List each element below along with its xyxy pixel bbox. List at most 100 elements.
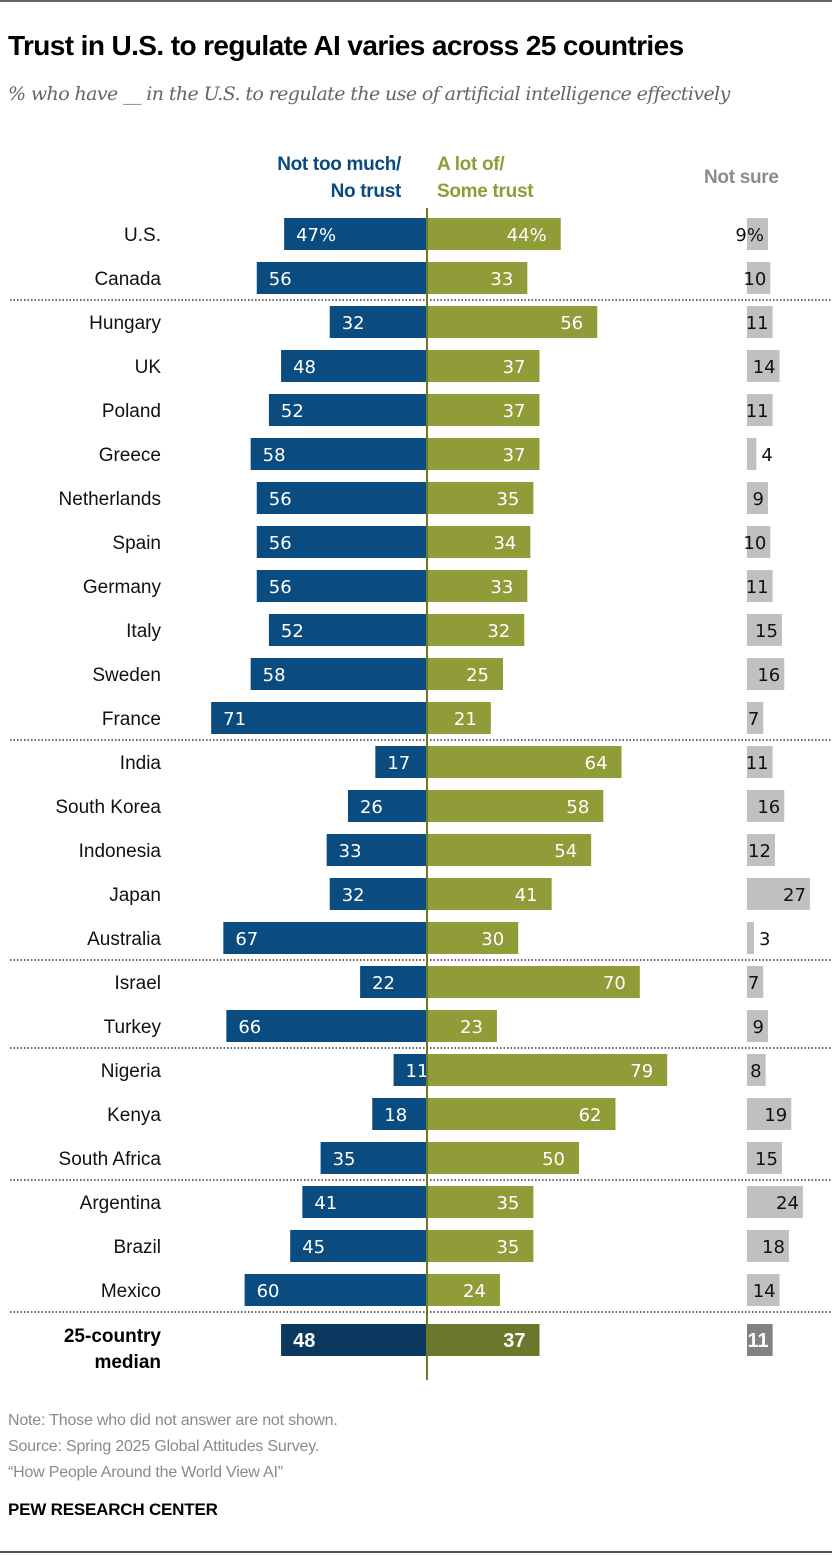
bar-not-sure-france [747, 702, 764, 734]
country-label-kenya: Kenya [107, 1105, 161, 1126]
legend-not-sure: Not sure [704, 167, 779, 188]
bar-not-sure-kenya [747, 1098, 792, 1130]
value-no-trust-france: 71 [223, 709, 246, 730]
country-label-italy: Italy [126, 621, 161, 642]
bar-trust-turkey [427, 1010, 497, 1042]
value-not-sure-nigeria: 8 [750, 1061, 761, 1082]
country-label-mexico: Mexico [101, 1281, 161, 1302]
bar-not-sure-nigeria [747, 1054, 766, 1086]
bar-not-sure-south-africa [747, 1142, 782, 1174]
value-trust-poland: 37 [503, 401, 526, 422]
bar-no-trust-netherlands [256, 482, 427, 514]
bar-trust-south-korea [427, 790, 604, 822]
value-no-trust-25-country-median: 48 [293, 1330, 315, 1352]
value-trust-brazil: 35 [496, 1237, 519, 1258]
value-not-sure-canada: 10 [743, 269, 766, 290]
legend-no-trust: Not too much/ No trust [277, 151, 413, 205]
value-trust-u-s: 44% [507, 225, 547, 246]
country-label-south-africa: South Africa [59, 1149, 162, 1170]
bar-trust-south-africa [427, 1142, 579, 1174]
legend-no-trust-line2: No trust [330, 181, 402, 202]
bar-not-sure-israel [747, 966, 764, 998]
value-trust-25-country-median: 37 [503, 1330, 525, 1352]
value-not-sure-japan: 27 [783, 885, 806, 906]
note-text: Note: Those who did not answer are not s… [8, 1412, 338, 1429]
bar-not-sure-canada [747, 262, 771, 294]
legend-trust-line1: A lot of/ [437, 154, 505, 175]
bar-not-sure-mexico [747, 1274, 780, 1306]
country-label-uk: UK [135, 357, 162, 378]
value-no-trust-israel: 22 [372, 973, 395, 994]
country-label-hungary: Hungary [89, 313, 161, 334]
value-no-trust-kenya: 18 [384, 1105, 407, 1126]
bar-trust-poland [427, 394, 540, 426]
country-label-canada: Canada [94, 269, 161, 290]
legend-trust: A lot of/ Some trust [437, 151, 534, 205]
bar-trust-netherlands [427, 482, 534, 514]
value-not-sure-brazil: 18 [762, 1237, 785, 1258]
bar-no-trust-israel [360, 966, 427, 998]
bar-not-sure-italy [747, 614, 782, 646]
bar-trust-greece [427, 438, 540, 470]
bar-trust-indonesia [427, 834, 592, 866]
value-trust-kenya: 62 [579, 1105, 602, 1126]
country-label-sweden: Sweden [92, 665, 161, 686]
bar-trust-kenya [427, 1098, 616, 1130]
bar-no-trust-greece [250, 438, 427, 470]
chart-subtitle: % who have __ in the U.S. to regulate th… [8, 83, 730, 105]
bar-no-trust-argentina [302, 1186, 427, 1218]
value-trust-greece: 37 [503, 445, 526, 466]
value-trust-turkey: 23 [460, 1017, 483, 1038]
bar-no-trust-nigeria [393, 1054, 427, 1086]
bar-trust-argentina [427, 1186, 534, 1218]
value-trust-nigeria: 79 [630, 1061, 653, 1082]
bar-not-sure-sweden [747, 658, 785, 690]
value-trust-hungary: 56 [560, 313, 583, 334]
value-not-sure-turkey: 9 [753, 1017, 764, 1038]
value-no-trust-mexico: 60 [257, 1281, 280, 1302]
value-trust-india: 64 [585, 753, 608, 774]
report-text: “How People Around the World View AI” [8, 1464, 283, 1481]
country-label-poland: Poland [102, 401, 161, 422]
value-no-trust-south-korea: 26 [360, 797, 383, 818]
value-no-trust-netherlands: 56 [269, 489, 292, 510]
value-no-trust-india: 17 [387, 753, 410, 774]
country-label-india: India [120, 753, 162, 774]
value-trust-south-korea: 58 [566, 797, 589, 818]
bar-no-trust-india [375, 746, 427, 778]
value-no-trust-sweden: 58 [263, 665, 286, 686]
bar-no-trust-uk [281, 350, 427, 382]
bar-no-trust-turkey [226, 1010, 427, 1042]
value-trust-italy: 32 [487, 621, 510, 642]
value-not-sure-france: 7 [748, 709, 759, 730]
bar-no-trust-south-korea [347, 790, 427, 822]
country-label-argentina: Argentina [80, 1193, 162, 1214]
value-trust-canada: 33 [490, 269, 513, 290]
bar-no-trust-kenya [372, 1098, 427, 1130]
bar-not-sure-brazil [747, 1230, 789, 1262]
bar-no-trust-mexico [244, 1274, 427, 1306]
value-no-trust-italy: 52 [281, 621, 304, 642]
bar-no-trust-25-country-median [281, 1324, 427, 1356]
bar-trust-hungary [427, 306, 598, 338]
bar-not-sure-poland [747, 394, 773, 426]
country-label-u-s: U.S. [124, 225, 161, 246]
value-not-sure-kenya: 19 [764, 1105, 787, 1126]
country-label-australia: Australia [87, 929, 161, 950]
value-trust-south-africa: 50 [542, 1149, 565, 1170]
country-label-france: France [102, 709, 161, 730]
value-no-trust-turkey: 66 [238, 1017, 261, 1038]
value-not-sure-argentina: 24 [776, 1193, 799, 1214]
value-not-sure-uk: 14 [753, 357, 776, 378]
value-not-sure-hungary: 11 [746, 313, 769, 334]
value-trust-spain: 34 [493, 533, 516, 554]
bar-trust-uk [427, 350, 540, 382]
bar-no-trust-spain [256, 526, 427, 558]
bar-trust-brazil [427, 1230, 534, 1262]
bar-no-trust-japan [329, 878, 427, 910]
bar-not-sure-spain [747, 526, 771, 558]
country-label-turkey: Turkey [104, 1017, 162, 1038]
value-no-trust-germany: 56 [269, 577, 292, 598]
bar-no-trust-indonesia [326, 834, 427, 866]
bar-not-sure-japan [747, 878, 810, 910]
